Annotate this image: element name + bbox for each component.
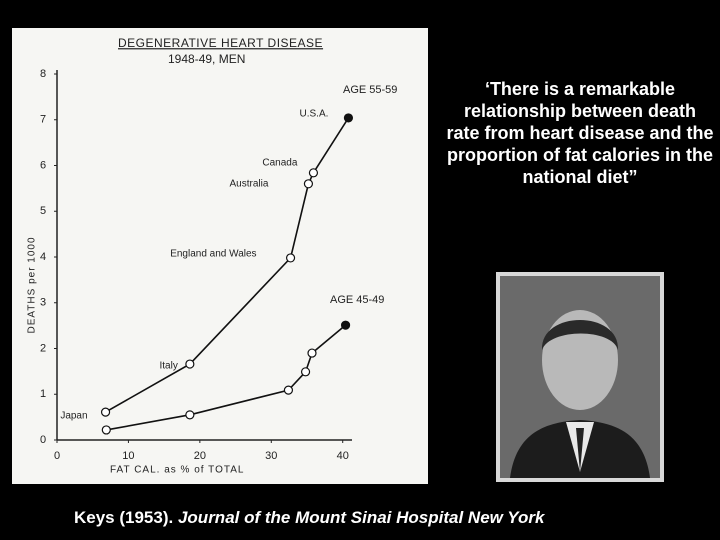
point-label: Japan (60, 411, 87, 422)
y-tick-label: 7 (40, 114, 46, 126)
x-tick-label: 10 (122, 450, 134, 462)
data-point (285, 253, 296, 263)
data-point (343, 113, 354, 123)
quote: ‘There is a remarkable relationship betw… (446, 79, 714, 187)
chart-title: DEGENERATIVE HEART DISEASE (118, 36, 323, 50)
data-point (307, 348, 317, 358)
data-point (185, 359, 195, 369)
series-label: AGE 55-59 (343, 84, 397, 96)
data-point (300, 367, 311, 377)
data-point (101, 425, 111, 435)
x-tick-label: 0 (54, 450, 60, 462)
y-tick-label: 5 (40, 205, 46, 217)
chart: DEGENERATIVE HEART DISEASE 1948-49, MEN … (12, 28, 428, 484)
y-tick-label: 2 (40, 342, 46, 354)
data-point (308, 168, 319, 178)
data-point (340, 320, 351, 330)
x-axis-label: FAT CAL. as % of TOTAL (110, 465, 244, 476)
data-point (100, 407, 111, 417)
y-tick-label: 6 (40, 159, 46, 171)
series-line (105, 117, 350, 413)
y-axis-label: DEATHS per 1000 (27, 236, 38, 333)
point-label: Canada (262, 157, 297, 168)
citation-author: Keys (1953). (74, 508, 174, 527)
y-tick-label: 3 (40, 297, 46, 309)
data-point (303, 179, 314, 189)
point-label: Australia (230, 178, 269, 189)
portrait-photo (496, 272, 664, 482)
chart-subtitle: 1948-49, MEN (168, 52, 245, 66)
series-line (106, 324, 347, 431)
data-point (283, 385, 294, 395)
photo-hair (541, 320, 619, 350)
point-label: England and Wales (170, 249, 256, 260)
citation: Keys (1953). Journal of the Mount Sinai … (74, 508, 544, 528)
point-label: U.S.A. (300, 109, 329, 120)
point-label: Italy (160, 361, 178, 372)
series-label: AGE 45-49 (330, 294, 384, 306)
photo-tie (576, 428, 584, 472)
y-tick-label: 0 (40, 434, 46, 446)
y-tick-label: 8 (40, 68, 46, 80)
x-tick-label: 20 (194, 450, 206, 462)
y-tick-label: 4 (40, 251, 46, 263)
x-tick-label: 40 (337, 450, 349, 462)
x-tick-label: 30 (265, 450, 277, 462)
y-tick-label: 1 (40, 388, 46, 400)
citation-journal: Journal of the Mount Sinai Hospital New … (177, 508, 545, 527)
data-point (185, 410, 195, 420)
